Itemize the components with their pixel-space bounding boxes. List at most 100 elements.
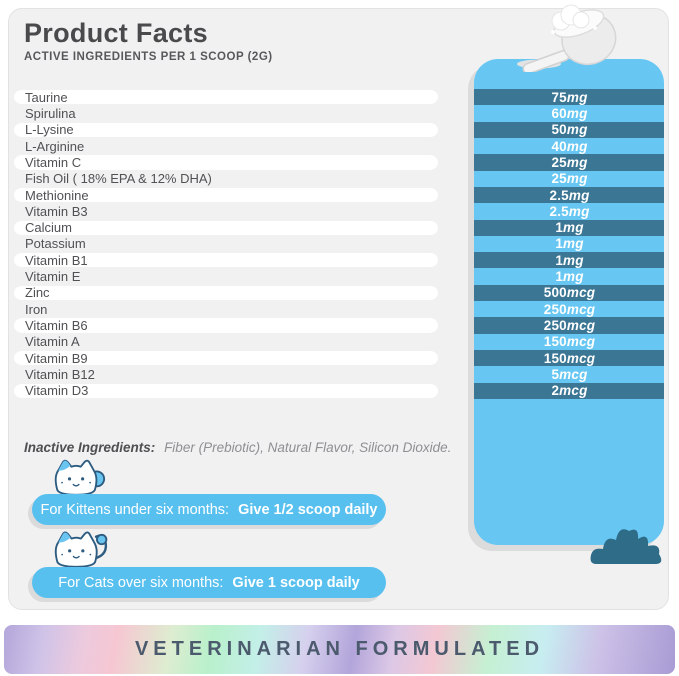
amount-number: 5 xyxy=(551,366,560,382)
cat-guideline-pill: For Cats over six months: Give 1 scoop d… xyxy=(32,567,386,598)
amount-row: 25 mg xyxy=(474,171,664,187)
ingredient-name: Vitamin E xyxy=(25,269,81,285)
ingredient-name: Vitamin B9 xyxy=(25,350,88,366)
amount-unit: mcg xyxy=(559,366,588,382)
ingredient-name: Spirulina xyxy=(25,105,76,121)
amount-unit: mg xyxy=(563,252,584,268)
ingredient-list: Taurine Spirulina L-Lysine L-Arginine Vitami… xyxy=(14,89,438,399)
ingredient-name: Vitamin B6 xyxy=(25,318,88,334)
amount-number: 25 xyxy=(551,171,567,187)
amount-row: 250 mcg xyxy=(474,317,664,333)
page-subtitle: ACTIVE INGREDIENTS PER 1 SCOOP (2G) xyxy=(24,51,273,63)
amount-row: 25 mg xyxy=(474,154,664,170)
amount-row: 5 mcg xyxy=(474,366,664,382)
bush-icon xyxy=(590,529,662,564)
inactive-ingredients-label: Inactive Ingredients: xyxy=(24,440,156,455)
amount-number: 1 xyxy=(555,269,564,285)
amount-unit: mg xyxy=(568,203,590,219)
amount-unit: mg xyxy=(566,154,588,170)
ingredient-name: Zinc xyxy=(25,285,50,301)
amounts-panel: 75 mg 60 mg 50 mg 40 mg 25 mg 25 mg 2.5 mg 2.5 mg 1 mg 1 mg… xyxy=(474,59,664,545)
amount-row: 50 mg xyxy=(474,122,664,138)
amount-unit: mg xyxy=(566,105,588,121)
amount-unit: mg xyxy=(566,138,588,154)
ingredient-row: Fish Oil ( 18% EPA & 12% DHA) xyxy=(14,171,438,187)
amount-number: 1 xyxy=(555,252,564,268)
kitten-guideline-label: For Kittens under six months: xyxy=(40,501,230,518)
ingredient-row: Zinc xyxy=(14,285,438,301)
ingredient-row: L-Lysine xyxy=(14,122,438,138)
amount-number: 150 xyxy=(543,334,567,350)
amount-row: 250 mcg xyxy=(474,301,664,317)
ingredient-name: Vitamin A xyxy=(25,334,80,350)
ingredient-name: L-Lysine xyxy=(25,122,74,138)
ingredient-row: Vitamin B9 xyxy=(14,350,438,366)
amount-number: 2.5 xyxy=(549,203,569,219)
ingredient-name: Vitamin D3 xyxy=(25,383,89,399)
amount-unit: mcg xyxy=(566,285,596,301)
amount-unit: mg xyxy=(566,89,588,105)
ingredient-row: Methionine xyxy=(14,187,438,203)
amount-number: 40 xyxy=(551,138,567,154)
ingredient-row: Vitamin D3 xyxy=(14,383,438,399)
ingredient-name: Vitamin B1 xyxy=(25,252,88,268)
amount-unit: mg xyxy=(566,122,588,138)
amount-row: 150 mcg xyxy=(474,334,664,350)
ingredient-row: Vitamin B3 xyxy=(14,203,438,219)
ingredient-row: Spirulina xyxy=(14,105,438,121)
ingredient-row: Vitamin A xyxy=(14,334,438,350)
cat-guideline-label: For Cats over six months: xyxy=(58,574,224,591)
amount-unit: mg xyxy=(563,236,584,252)
cat-icon xyxy=(54,531,108,568)
amount-unit: mcg xyxy=(566,334,596,350)
ingredient-name: L-Arginine xyxy=(25,138,85,154)
amount-row: 1 mg xyxy=(474,252,664,268)
amount-number: 1 xyxy=(555,236,564,252)
ingredient-row: Vitamin B12 xyxy=(14,366,438,382)
amount-unit: mg xyxy=(563,269,584,285)
ingredient-name: Calcium xyxy=(25,220,72,236)
ingredient-name: Vitamin C xyxy=(25,154,82,170)
amount-number: 2.5 xyxy=(549,187,569,203)
inactive-ingredients: Inactive Ingredients: Fiber (Prebiotic),… xyxy=(24,440,451,455)
amount-number: 250 xyxy=(543,301,567,317)
page-title: Product Facts xyxy=(24,18,208,48)
amount-number: 150 xyxy=(543,350,567,366)
ingredient-name: Taurine xyxy=(25,89,68,105)
amount-unit: mcg xyxy=(566,350,596,366)
ingredient-row: Vitamin C xyxy=(14,154,438,170)
amount-number: 1 xyxy=(555,220,564,236)
inactive-ingredients-value: Fiber (Prebiotic), Natural Flavor, Silic… xyxy=(164,440,452,455)
amount-unit: mg xyxy=(568,187,590,203)
amount-row: 2 mcg xyxy=(474,383,664,399)
amount-row: 60 mg xyxy=(474,105,664,121)
amount-number: 250 xyxy=(543,318,567,334)
amount-row: 2.5 mg xyxy=(474,203,664,219)
ingredient-name: Potassium xyxy=(25,236,86,252)
amount-row: 40 mg xyxy=(474,138,664,154)
ingredient-name: Iron xyxy=(25,301,48,317)
amount-row: 1 mg xyxy=(474,236,664,252)
amount-number: 60 xyxy=(551,105,567,121)
ingredient-row: Calcium xyxy=(14,220,438,236)
amount-number: 2 xyxy=(551,383,560,399)
ingredient-name: Vitamin B3 xyxy=(25,203,88,219)
amount-row: 75 mg xyxy=(474,89,664,105)
veterinarian-banner: VETERINARIAN FORMULATED xyxy=(4,625,675,674)
amount-row: 2.5 mg xyxy=(474,187,664,203)
ingredient-name: Vitamin B12 xyxy=(25,366,95,382)
ingredient-name: Methionine xyxy=(25,187,89,203)
kitten-guideline-dose: Give 1/2 scoop daily xyxy=(238,501,378,518)
kitten-icon xyxy=(54,459,106,496)
veterinarian-banner-text: VETERINARIAN FORMULATED xyxy=(134,638,545,660)
ingredient-row: L-Arginine xyxy=(14,138,438,154)
amount-list: 75 mg 60 mg 50 mg 40 mg 25 mg 25 mg 2.5 mg 2.5 mg 1 mg 1 mg… xyxy=(474,89,664,399)
amount-number: 500 xyxy=(543,285,567,301)
amount-number: 25 xyxy=(551,154,567,170)
ingredient-row: Potassium xyxy=(14,236,438,252)
scoop-icon xyxy=(517,4,617,72)
cat-guideline-dose: Give 1 scoop daily xyxy=(232,574,360,591)
amount-row: 150 mcg xyxy=(474,350,664,366)
amount-number: 50 xyxy=(551,122,567,138)
